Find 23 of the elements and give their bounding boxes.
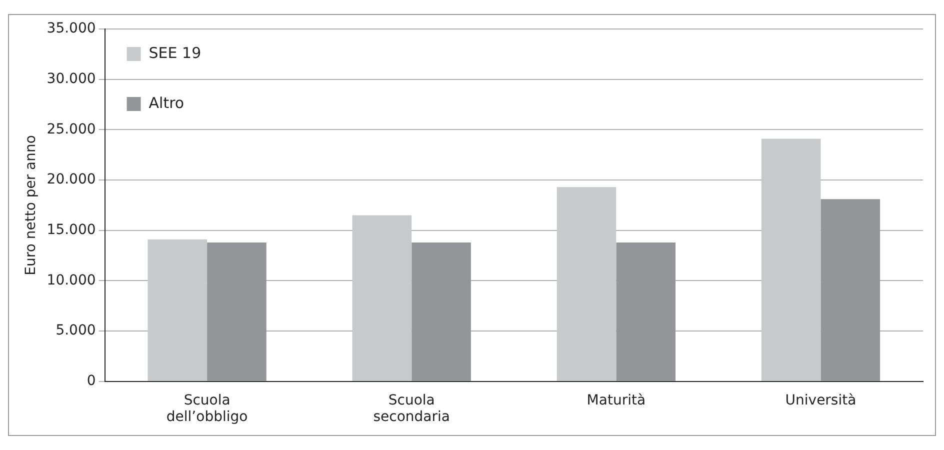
bar bbox=[616, 242, 676, 381]
y-axis-title: Euro netto per anno bbox=[23, 135, 40, 276]
bar bbox=[820, 199, 880, 381]
y-tick-label: 5.000 bbox=[56, 322, 96, 339]
y-tick-label: 0 bbox=[86, 373, 96, 390]
y-tick-label: 35.000 bbox=[46, 20, 96, 37]
bar bbox=[761, 138, 821, 381]
y-tick-label: 20.000 bbox=[46, 172, 96, 188]
x-tick-label: Maturità bbox=[586, 392, 646, 408]
x-tick-label: Università bbox=[785, 392, 856, 408]
y-tick-label: 15.000 bbox=[46, 222, 96, 238]
legend-label: SEE 19 bbox=[148, 44, 202, 62]
bar bbox=[556, 187, 616, 381]
y-tick-label: 10.000 bbox=[46, 272, 96, 288]
bar bbox=[148, 239, 208, 381]
x-tick-label: Scuola secondaria bbox=[373, 392, 450, 426]
bar bbox=[412, 242, 471, 381]
bar bbox=[207, 242, 266, 381]
y-tick-label: 30.000 bbox=[46, 70, 96, 87]
bar bbox=[352, 215, 412, 381]
legend-label: Altro bbox=[148, 94, 184, 112]
x-tick-label: Scuola dell’obbligo bbox=[166, 392, 248, 426]
y-tick-label: 25.000 bbox=[46, 121, 96, 138]
